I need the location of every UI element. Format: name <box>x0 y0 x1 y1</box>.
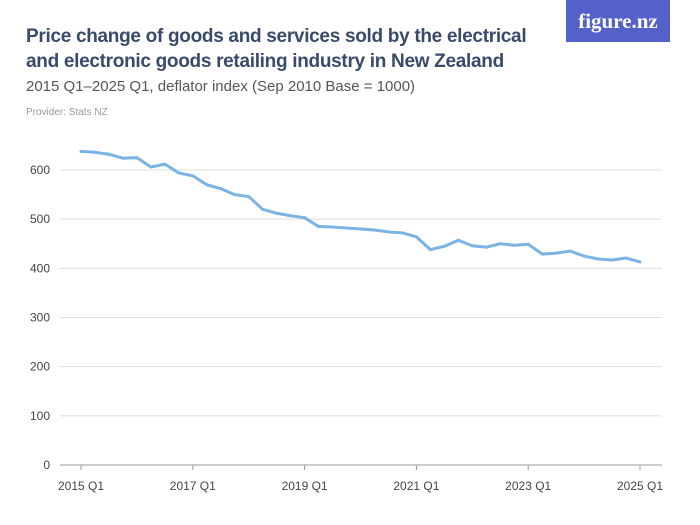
y-tick-label: 0 <box>43 458 50 472</box>
x-tick-label: 2021 Q1 <box>393 479 439 493</box>
data-point <box>456 238 460 242</box>
data-point <box>554 251 558 255</box>
data-point <box>205 183 209 187</box>
data-point <box>484 245 488 249</box>
data-point <box>470 244 474 248</box>
data-point <box>107 152 111 156</box>
data-point <box>359 227 362 231</box>
data-point <box>414 235 418 239</box>
data-point <box>345 226 349 230</box>
x-tick-label: 2017 Q1 <box>170 479 216 493</box>
data-point <box>442 244 446 248</box>
data-point <box>135 156 139 160</box>
data-point <box>317 225 321 229</box>
data-point <box>582 254 586 258</box>
data-point <box>596 257 600 261</box>
data-line <box>80 149 641 264</box>
data-point <box>638 260 642 264</box>
data-point <box>512 243 516 247</box>
y-tick-label: 500 <box>30 212 50 226</box>
data-point <box>149 165 153 169</box>
y-tick-label: 200 <box>30 360 50 374</box>
data-point <box>191 174 195 178</box>
data-point <box>303 216 307 220</box>
chart-title: Price change of goods and services sold … <box>26 26 527 72</box>
data-point <box>79 149 83 153</box>
data-point <box>568 249 572 253</box>
data-point <box>275 211 279 215</box>
y-tick-label: 400 <box>30 261 50 275</box>
data-point <box>289 214 293 218</box>
data-point <box>331 225 335 229</box>
data-point <box>163 162 167 166</box>
data-point <box>498 242 502 246</box>
data-point <box>247 195 251 199</box>
x-tick-label: 2025 Q1 <box>617 479 663 493</box>
y-tick-label: 600 <box>30 163 50 177</box>
data-point <box>93 150 97 154</box>
figure-nz-logo[interactable]: figure.nz <box>566 0 670 42</box>
data-point <box>428 248 432 252</box>
data-point <box>177 171 181 175</box>
data-point <box>526 242 530 246</box>
chart-subtitle: 2015 Q1–2025 Q1, deflator index (Sep 201… <box>26 78 416 95</box>
data-point <box>400 231 404 235</box>
data-point <box>372 228 376 232</box>
provider-label: Provider: Stats NZ <box>26 107 108 118</box>
y-tick-label: 300 <box>30 311 50 325</box>
data-point <box>540 252 544 256</box>
x-tick-label: 2019 Q1 <box>282 479 328 493</box>
data-point <box>610 258 614 262</box>
data-point <box>233 193 237 197</box>
data-point <box>219 187 223 191</box>
data-point <box>261 207 265 211</box>
data-point <box>121 156 125 160</box>
y-tick-label: 100 <box>30 409 50 423</box>
x-tick-label: 2015 Q1 <box>58 479 104 493</box>
data-point <box>624 256 628 260</box>
x-tick-label: 2023 Q1 <box>505 479 551 493</box>
data-point <box>386 230 390 234</box>
